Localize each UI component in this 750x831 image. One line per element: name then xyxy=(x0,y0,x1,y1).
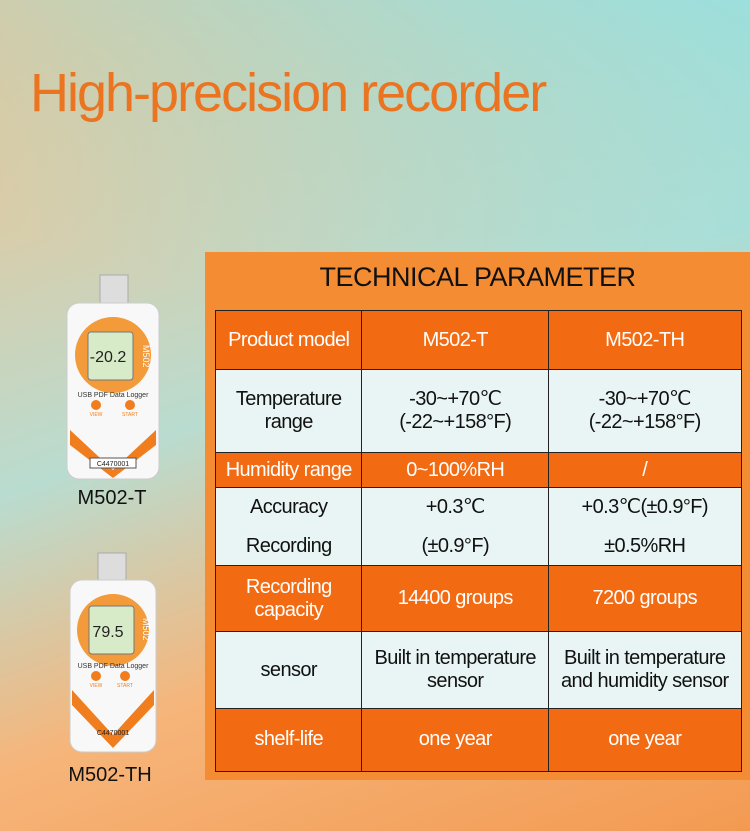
cell-text: -30~+70℃ xyxy=(409,388,502,411)
cell-text: +0.3℃(±0.9°F) xyxy=(581,495,709,518)
cell-text: one year xyxy=(418,728,493,751)
table-cell: one year xyxy=(361,708,550,772)
cell-text: sensor xyxy=(260,658,318,681)
device-stripe xyxy=(70,430,156,478)
cell-text: Accuracy xyxy=(250,495,328,518)
table-cell: M502-TH xyxy=(548,310,742,371)
cell-text: Built in temperature xyxy=(564,647,726,670)
button-label: START xyxy=(122,412,138,418)
table-cell: Humidity range xyxy=(215,452,363,489)
table-cell: +0.3℃(±0.9°F) ±0.5%RH xyxy=(548,487,742,567)
table-cell: Built in temperature sensor xyxy=(361,631,550,710)
cell-text: / xyxy=(642,458,648,481)
cell-text: (-22~+158°F) xyxy=(399,411,512,434)
cell-text: (-22~+158°F) xyxy=(588,411,702,434)
cell-text: +0.3℃ xyxy=(425,495,486,518)
cell-text: 0~100%RH xyxy=(406,458,505,481)
device-label: M502-T xyxy=(78,487,147,509)
lcd-reading: -20.2 xyxy=(90,349,127,366)
table-cell: Temperature range xyxy=(215,369,363,454)
lcd xyxy=(87,331,134,381)
table-cell: Product model xyxy=(215,310,363,371)
cell-text: (±0.9°F) xyxy=(421,534,489,557)
cell-text: Temperature xyxy=(235,388,342,411)
cell-text: 14400 groups xyxy=(397,587,514,610)
cell-text: Recording xyxy=(245,575,332,598)
table-cell: / xyxy=(548,452,742,489)
serial-box xyxy=(89,457,137,469)
spec-panel: TECHNICAL PARAMETER Product model M502-T M… xyxy=(205,252,750,780)
table-cell: Accuracy Recording xyxy=(215,487,363,567)
cell-text: -30~+70℃ xyxy=(598,388,692,411)
cell-text: range xyxy=(264,411,314,434)
device: -20.2 M502 USB PDF Data Logger VIEW STAR… xyxy=(66,274,160,509)
table-title: TECHNICAL PARAMETER xyxy=(319,262,636,292)
table-cell: 0~100%RH xyxy=(361,452,550,489)
button xyxy=(120,671,130,681)
table-cell: -30~+70℃ (-22~+158°F) xyxy=(548,369,742,454)
cell-text: one year xyxy=(608,728,682,751)
page-title: High-precision recorder xyxy=(30,63,547,123)
button xyxy=(125,400,135,410)
cell-text: M502-TH xyxy=(605,328,685,351)
device-caption: USB PDF Data Logger xyxy=(78,663,149,670)
cell-text: M502-T xyxy=(422,328,489,351)
table-cell: one year xyxy=(548,708,742,772)
table-cell: +0.3℃ (±0.9°F) xyxy=(361,487,550,567)
usb-plug xyxy=(99,274,129,308)
device-serial: C4470001 xyxy=(97,730,129,737)
device-caption: USB PDF Data Logger xyxy=(78,392,149,399)
device-model: M502 xyxy=(141,618,151,641)
table-cell: 14400 groups xyxy=(361,565,550,633)
lcd-reading: 79.5 xyxy=(92,624,123,641)
cell-text: and humidity sensor xyxy=(560,670,729,693)
table-cell: M502-T xyxy=(361,310,550,371)
cell-text: 7200 groups xyxy=(592,587,698,610)
cell-text: shelf-life xyxy=(254,728,324,751)
table-cell: -30~+70℃ (-22~+158°F) xyxy=(361,369,550,454)
button-label: VIEW xyxy=(90,683,103,689)
cell-text: Built in temperature xyxy=(374,647,537,670)
button xyxy=(91,671,101,681)
device: 79.5 M502 USB PDF Data Logger VIEW START… xyxy=(68,552,157,786)
device-model: M502 xyxy=(141,345,151,368)
device-illustrations: -20.2 M502 USB PDF Data Logger VIEW STAR… xyxy=(66,274,160,786)
table-cell: Recording capacity xyxy=(215,565,363,633)
device-label: M502-TH xyxy=(68,764,151,786)
device-stripe xyxy=(72,690,154,748)
button xyxy=(91,400,101,410)
cell-text: sensor xyxy=(427,670,484,693)
button-label: VIEW xyxy=(90,412,103,418)
button-label: START xyxy=(117,683,133,689)
table-cell: sensor xyxy=(215,631,363,710)
cell-text: Recording xyxy=(245,534,332,557)
cell-text: ±0.5%RH xyxy=(604,534,686,557)
table-cell: 7200 groups xyxy=(548,565,742,633)
cell-text: Product model xyxy=(228,328,350,351)
table-cell: Built in temperature and humidity sensor xyxy=(548,631,742,710)
device-serial: C4470001 xyxy=(97,461,129,468)
cell-text: capacity xyxy=(254,598,324,621)
lcd xyxy=(88,605,135,655)
table-cell: shelf-life xyxy=(215,708,363,772)
cell-text: Humidity range xyxy=(225,458,353,481)
